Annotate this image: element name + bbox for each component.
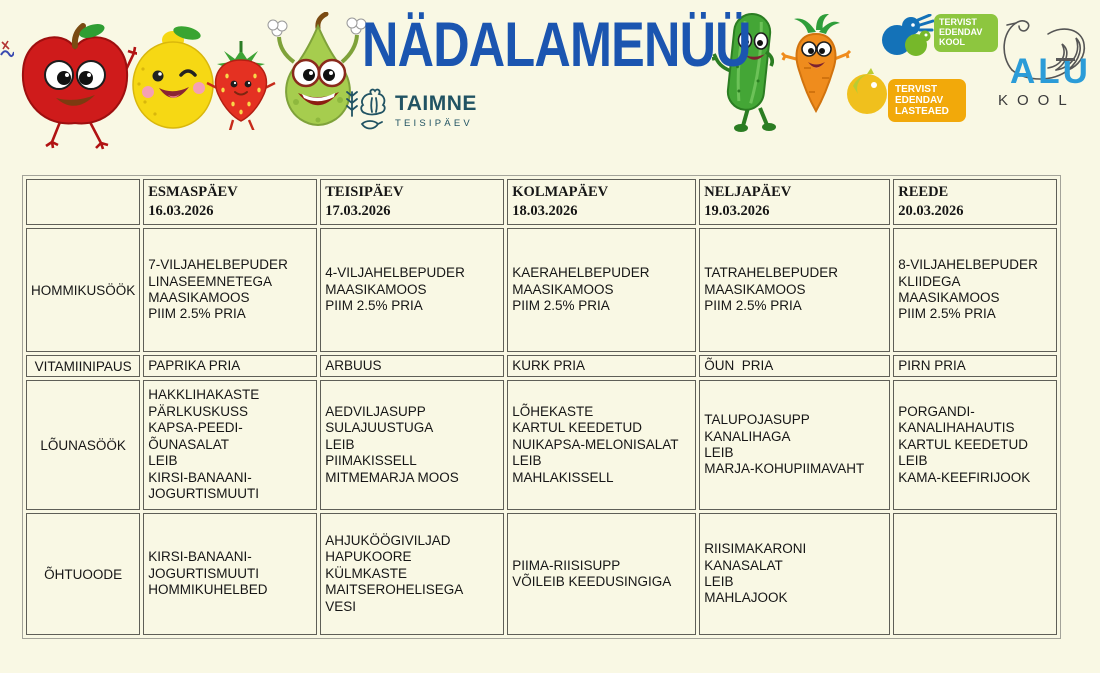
menu-cell: KAERAHELBEPUDER MAASIKAMOOS PIIM 2.5% PR…: [507, 228, 697, 352]
day-date: 19.03.2026: [704, 203, 770, 219]
pear-mascot-icon: [267, 12, 367, 126]
day-date: 20.03.2026: [898, 203, 964, 219]
day-name: REEDE: [898, 184, 949, 201]
row-label-cell: LÕUNASÖÖK: [26, 380, 141, 510]
day-date: 18.03.2026: [512, 203, 578, 219]
badge-line: TERVIST: [895, 84, 938, 95]
strawberry-mascot-icon: [206, 41, 276, 130]
menu-cell: TATRAHELBEPUDER MAASIKAMOOS PIIM 2.5% PR…: [699, 228, 891, 352]
menu-cell: ARBUUS: [320, 355, 505, 377]
menu-cell: PORGANDI- KANALIHAHAUTIS KARTUL KEEDETUD…: [893, 380, 1058, 510]
day-name: KOLMAPÄEV: [512, 184, 609, 201]
corner-cell: [26, 179, 141, 225]
blue-bird-icon: [882, 14, 934, 56]
menu-cell: KURK PRIA: [507, 355, 697, 377]
menu-cell: RIISIMAKARONI KANASALAT LEIB MAHLAJOOK: [699, 513, 891, 635]
breakfast-row: HOMMIKUSÖÖK 7-VILJAHELBEPUDER LINASEEMNE…: [26, 228, 1058, 352]
edge-scribble-icon: [0, 40, 14, 58]
menu-cell: 7-VILJAHELBEPUDER LINASEEMNETEGA MAASIKA…: [143, 228, 318, 352]
menu-cell: PIIMA-RIISISUPP VÕILEIB KEEDUSINGIGA: [507, 513, 697, 635]
tervist-edendav-lasteaed-badge: TERVIST EDENDAV LASTEAED: [888, 79, 966, 122]
taimne-sublabel: TEISIPÄEV: [395, 118, 473, 129]
day-name: ESMASPÄEV: [148, 184, 238, 201]
day-name: TEISIPÄEV: [325, 184, 404, 201]
taimne-label: TAIMNE: [395, 92, 477, 115]
evening-snack-row: ÕHTUOODE KIRSI-BANAANI- JOGURTISMUUTI HO…: [26, 513, 1058, 635]
menu-cell: HAKKLIHAKASTE PÄRLKUSKUSS KAPSA-PEEDI- Õ…: [143, 380, 318, 510]
menu-cell: LÕHEKASTE KARTUL KEEDETUD NUIKAPSA-MELON…: [507, 380, 697, 510]
row-label-cell: HOMMIKUSÖÖK: [26, 228, 141, 352]
day-date: 17.03.2026: [325, 203, 391, 219]
row-label-cell: VITAMIINIPAUS: [26, 355, 141, 377]
menu-cell: PIRN PRIA: [893, 355, 1058, 377]
badge-line: TERVIST: [939, 17, 977, 27]
menu-cell: AEDVILJASUPP SULAJUUSTUGA LEIB PIIMAKISS…: [320, 380, 505, 510]
header-row: ESMASPÄEV 16.03.2026 TEISIPÄEV 17.03.202…: [26, 179, 1058, 225]
day-header-cell: TEISIPÄEV 17.03.2026: [320, 179, 505, 225]
yellow-bird-icon: [847, 68, 887, 114]
alu-label: ALU: [1010, 52, 1091, 91]
row-label-cell: ÕHTUOODE: [26, 513, 141, 635]
menu-cell: 4-VILJAHELBEPUDER MAASIKAMOOS PIIM 2.5% …: [320, 228, 505, 352]
day-name: NELJAPÄEV: [704, 184, 792, 201]
taimne-teisipaev-logo: TAIMNE TEISIPÄEV: [344, 86, 477, 136]
tervist-edendav-kool-badge: TERVIST EDENDAV KOOL: [934, 14, 998, 52]
menu-cell: AHJUKÖÖGIVILJAD HAPUKOORE KÜLMKASTE MAIT…: [320, 513, 505, 635]
lunch-row: LÕUNASÖÖK HAKKLIHAKASTE PÄRLKUSKUSS KAPS…: [26, 380, 1058, 510]
alu-kool-logo: ALU KOOL: [992, 12, 1096, 116]
menu-cell: KIRSI-BANAANI- JOGURTISMUUTI HOMMIKUHELB…: [143, 513, 318, 635]
page-title: NÄDALAMENÜÜ: [362, 10, 752, 80]
menu-cell: 8-VILJAHELBEPUDER KLIIDEGA MAASIKAMOOS P…: [893, 228, 1058, 352]
vitamin-break-row: VITAMIINIPAUS PAPRIKA PRIA ARBUUS KURK P…: [26, 355, 1058, 377]
day-header-cell: REEDE 20.03.2026: [893, 179, 1058, 225]
carrot-mascot-icon: [780, 13, 852, 114]
day-header-cell: ESMASPÄEV 16.03.2026: [143, 179, 318, 225]
lemon-mascot-icon: [132, 26, 214, 129]
alu-macron-mark: [1056, 58, 1075, 61]
garlic-herbs-icon: [346, 88, 386, 130]
badge-line: KOOL: [939, 36, 965, 47]
apple-mascot-icon: [21, 23, 137, 150]
badge-line: EDENDAV: [895, 95, 944, 106]
day-header-cell: KOLMAPÄEV 18.03.2026: [507, 179, 697, 225]
day-header-cell: NELJAPÄEV 19.03.2026: [699, 179, 891, 225]
badge-line: EDENDAV: [939, 26, 983, 37]
menu-cell: TALUPOJASUPP KANALIHAGA LEIB MARJA-KOHUP…: [699, 380, 891, 510]
alu-kool-label: KOOL: [998, 92, 1076, 109]
menu-cell: [893, 513, 1058, 635]
menu-cell: PAPRIKA PRIA: [143, 355, 318, 377]
day-date: 16.03.2026: [148, 203, 214, 219]
cucumber-mascot-icon: [712, 13, 776, 132]
badge-line: LASTEAED: [895, 106, 949, 117]
menu-cell: ÕUN PRIA: [699, 355, 891, 377]
menu-table: ESMASPÄEV 16.03.2026 TEISIPÄEV 17.03.202…: [22, 175, 1062, 639]
